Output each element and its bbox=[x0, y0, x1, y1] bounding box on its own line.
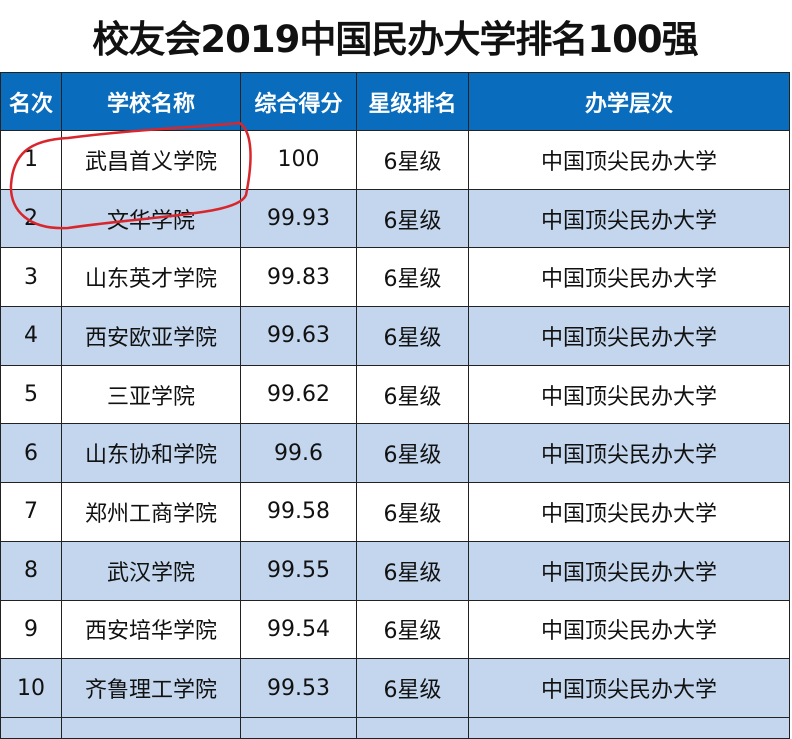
school-name-cell: 文华学院 bbox=[61, 188, 241, 249]
ranking-table: 名次 学校名称 综合得分 星级排名 办学层次 1 武昌首义学院 100 6星级 中国顶尖… bbox=[0, 72, 790, 739]
table-row: 7 郑州工商学院 99.58 6星级 中国顶尖民办大学 bbox=[0, 482, 790, 542]
star-rank-cell: 6星级 bbox=[356, 306, 469, 366]
table-row: 3 山东英才学院 99.83 6星级 中国顶尖民办大学 bbox=[0, 247, 790, 308]
header-star-rank: 星级排名 bbox=[356, 72, 469, 131]
star-rank-cell: 6星级 bbox=[356, 130, 469, 190]
school-name-cell: 武汉学院 bbox=[61, 540, 241, 601]
table-row: 10 齐鲁理工学院 99.53 6星级 中国顶尖民办大学 bbox=[0, 658, 790, 718]
star-rank-cell: 6星级 bbox=[356, 364, 469, 425]
score-cell: 100 bbox=[240, 130, 357, 190]
level-cell: 中国顶尖民办大学 bbox=[468, 423, 790, 484]
score-cell: 99.58 bbox=[240, 482, 357, 542]
level-cell: 中国顶尖民办大学 bbox=[468, 658, 790, 718]
rank-cell: 2 bbox=[0, 188, 62, 249]
star-rank-cell: 6星级 bbox=[356, 423, 469, 484]
table-row: 5 三亚学院 99.62 6星级 中国顶尖民办大学 bbox=[0, 364, 790, 425]
header-score: 综合得分 bbox=[240, 72, 357, 131]
rank-cell: 4 bbox=[0, 306, 62, 366]
header-school-name: 学校名称 bbox=[61, 72, 241, 131]
level-cell: 中国顶尖民办大学 bbox=[468, 247, 790, 308]
school-name-cell: 三亚学院 bbox=[61, 364, 241, 425]
table-row: 9 西安培华学院 99.54 6星级 中国顶尖民办大学 bbox=[0, 599, 790, 660]
rank-cell: 5 bbox=[0, 364, 62, 425]
score-cell: 99.6 bbox=[240, 423, 357, 484]
partial-cell bbox=[61, 716, 241, 739]
page-title: 校友会2019中国民办大学排名100强 bbox=[92, 18, 698, 61]
rank-cell: 6 bbox=[0, 423, 62, 484]
school-name-cell: 武昌首义学院 bbox=[61, 130, 241, 190]
rank-cell: 3 bbox=[0, 247, 62, 308]
star-rank-cell: 6星级 bbox=[356, 247, 469, 308]
rank-cell: 7 bbox=[0, 482, 62, 542]
table-row: 6 山东协和学院 99.6 6星级 中国顶尖民办大学 bbox=[0, 423, 790, 484]
rank-cell: 8 bbox=[0, 540, 62, 601]
level-cell: 中国顶尖民办大学 bbox=[468, 540, 790, 601]
level-cell: 中国顶尖民办大学 bbox=[468, 306, 790, 366]
level-cell: 中国顶尖民办大学 bbox=[468, 130, 790, 190]
score-cell: 99.83 bbox=[240, 247, 357, 308]
score-cell: 99.62 bbox=[240, 364, 357, 425]
level-cell: 中国顶尖民办大学 bbox=[468, 188, 790, 249]
school-name-cell: 山东协和学院 bbox=[61, 423, 241, 484]
table-row: 1 武昌首义学院 100 6星级 中国顶尖民办大学 bbox=[0, 130, 790, 190]
star-rank-cell: 6星级 bbox=[356, 540, 469, 601]
star-rank-cell: 6星级 bbox=[356, 482, 469, 542]
score-cell: 99.63 bbox=[240, 306, 357, 366]
header-rank: 名次 bbox=[0, 72, 62, 131]
score-cell: 99.55 bbox=[240, 540, 357, 601]
score-cell: 99.54 bbox=[240, 599, 357, 660]
level-cell: 中国顶尖民办大学 bbox=[468, 364, 790, 425]
partial-cell bbox=[0, 716, 62, 739]
partial-cell bbox=[240, 716, 357, 739]
school-name-cell: 山东英才学院 bbox=[61, 247, 241, 308]
star-rank-cell: 6星级 bbox=[356, 599, 469, 660]
partial-cell bbox=[356, 716, 469, 739]
score-cell: 99.93 bbox=[240, 188, 357, 249]
rank-cell: 1 bbox=[0, 130, 62, 190]
school-name-cell: 西安培华学院 bbox=[61, 599, 241, 660]
rank-cell: 10 bbox=[0, 658, 62, 718]
school-name-cell: 齐鲁理工学院 bbox=[61, 658, 241, 718]
school-name-cell: 西安欧亚学院 bbox=[61, 306, 241, 366]
level-cell: 中国顶尖民办大学 bbox=[468, 599, 790, 660]
star-rank-cell: 6星级 bbox=[356, 658, 469, 718]
level-cell: 中国顶尖民办大学 bbox=[468, 482, 790, 542]
table-row: 8 武汉学院 99.55 6星级 中国顶尖民办大学 bbox=[0, 540, 790, 601]
score-cell: 99.53 bbox=[240, 658, 357, 718]
star-rank-cell: 6星级 bbox=[356, 188, 469, 249]
header-level: 办学层次 bbox=[468, 72, 790, 131]
table-header-row: 名次 学校名称 综合得分 星级排名 办学层次 bbox=[0, 72, 790, 131]
school-name-cell: 郑州工商学院 bbox=[61, 482, 241, 542]
table-row: 2 文华学院 99.93 6星级 中国顶尖民办大学 bbox=[0, 188, 790, 249]
rank-cell: 9 bbox=[0, 599, 62, 660]
table-row: 4 西安欧亚学院 99.63 6星级 中国顶尖民办大学 bbox=[0, 306, 790, 366]
partial-cell bbox=[468, 716, 790, 739]
